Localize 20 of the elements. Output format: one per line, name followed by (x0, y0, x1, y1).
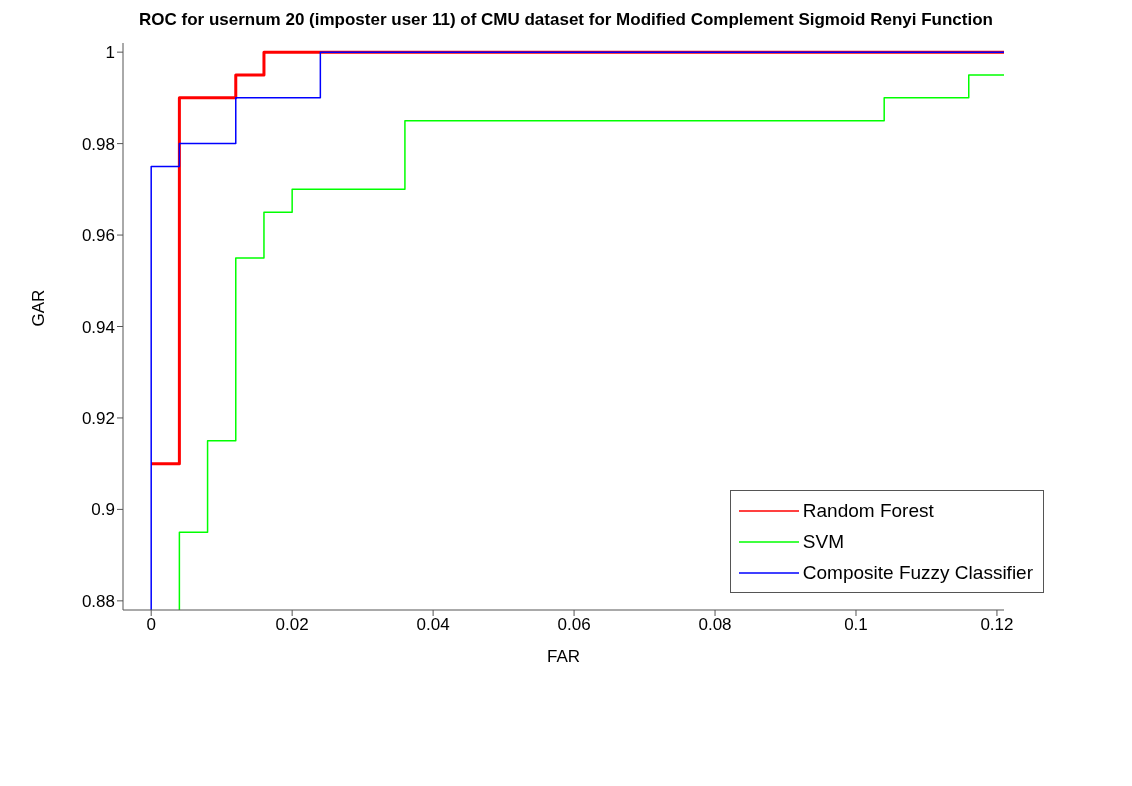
y-tick-label: 1 (105, 43, 115, 63)
y-tick-label: 0.94 (81, 317, 115, 337)
x-tick-label: 0.1 (844, 615, 868, 635)
y-tick-label: 0.9 (91, 500, 115, 520)
y-axis-title: GAR (29, 289, 49, 327)
y-tick-label: 0.98 (81, 134, 115, 154)
legend-label: Composite Fuzzy Classifier (802, 561, 1033, 585)
x-tick-label: 0.02 (275, 615, 309, 635)
x-axis-title: FAR (546, 647, 581, 666)
x-tick-label: 0 (146, 615, 156, 635)
x-tick-label: 0.06 (557, 615, 591, 635)
y-tick-label: 0.96 (81, 226, 115, 246)
legend-label: Random Forest (802, 499, 934, 523)
y-tick-label: 0.88 (81, 591, 115, 611)
x-tick-label: 0.12 (980, 615, 1014, 635)
x-tick-label: 0.04 (416, 615, 450, 635)
y-tick-label: 0.92 (81, 408, 115, 428)
legend-label: SVM (802, 530, 845, 554)
x-tick-label: 0.08 (698, 615, 732, 635)
chart-title: ROC for usernum 20 (imposter user 11) of CMU dataset for Modified Complement Sigmoid Renyi Function (138, 10, 994, 30)
